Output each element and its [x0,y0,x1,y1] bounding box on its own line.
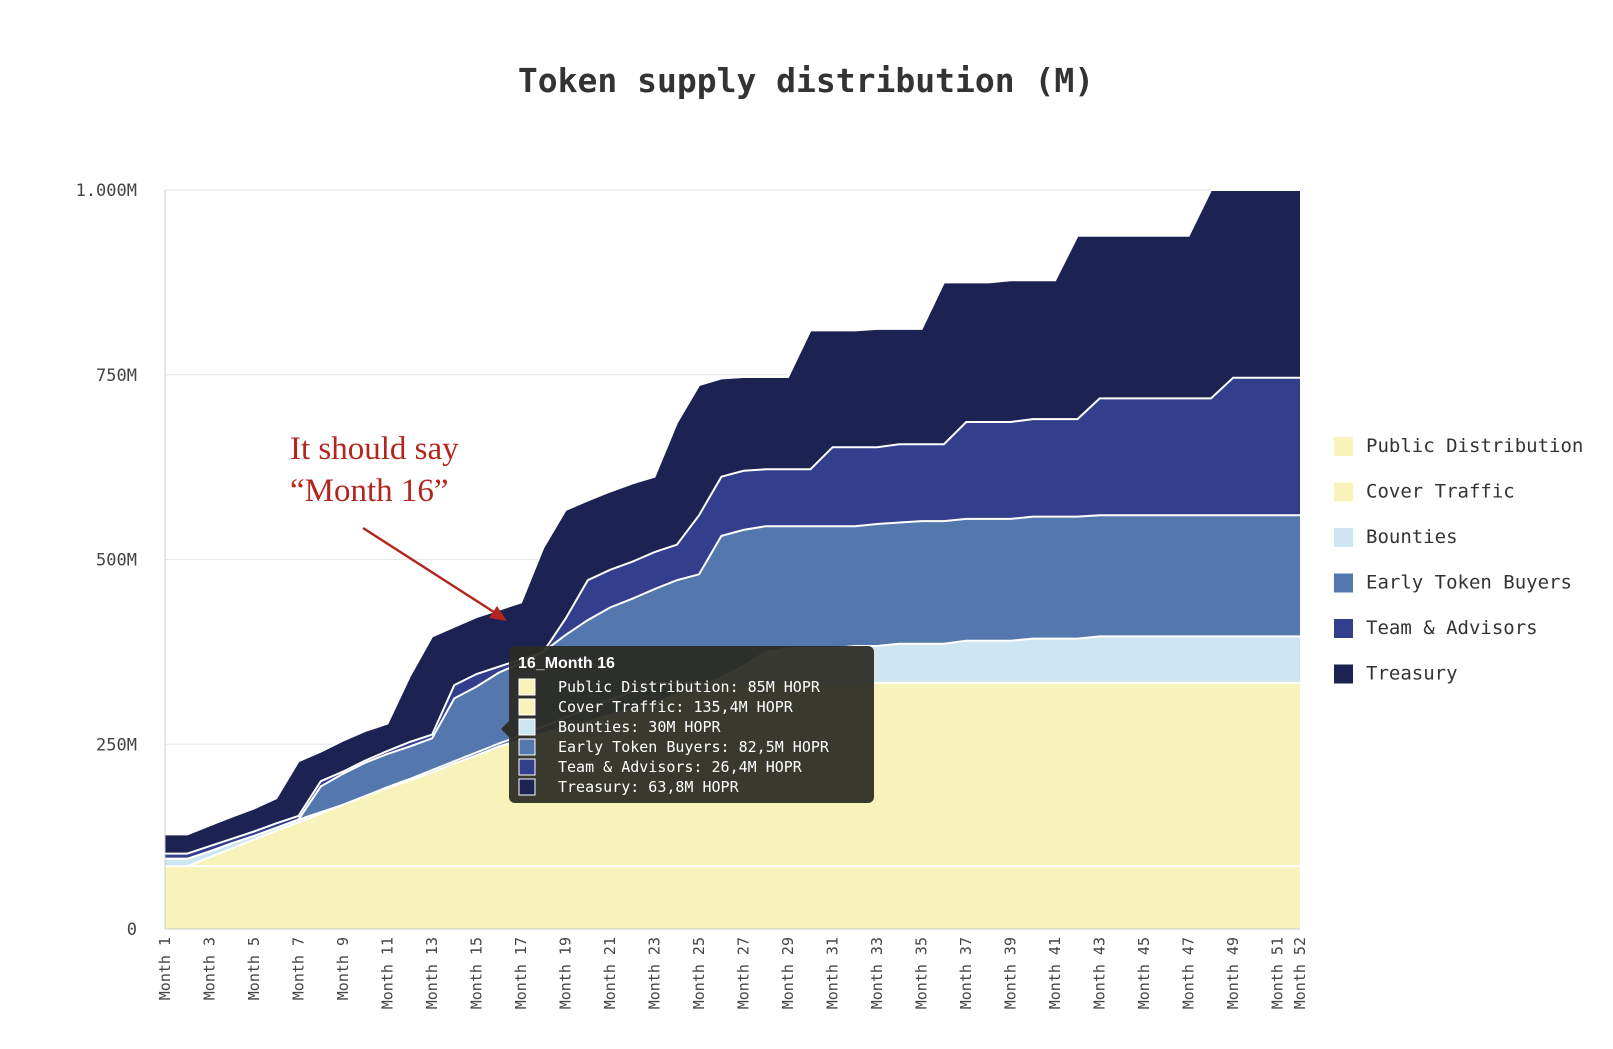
tooltip-row: Team & Advisors: 26,4M HOPR [558,758,803,776]
tooltip-swatch [518,678,536,696]
x-axis-ticks: Month 1 Month 3 Month 5 Month 7 Month 9 Month… [156,937,1309,1009]
y-tick-label: 750M [96,366,137,386]
x-tick-label: Month 31 [824,937,842,1009]
x-tick-label: Month 39 [1002,937,1020,1009]
tooltip-row: Treasury: 63,8M HOPR [558,778,740,796]
area-public-distribution [165,866,1300,929]
tooltip-title: 16_Month 16 [518,655,615,672]
tooltip-box [509,646,874,803]
x-tick-label: Month 35 [913,937,931,1009]
legend-swatch [1334,482,1353,502]
legend-item[interactable]: Team & Advisors [1334,617,1538,639]
tooltip-pointer [501,721,509,737]
legend-item[interactable]: Early Token Buyers [1334,572,1572,594]
y-tick-label: 1.000M [76,181,137,201]
series-line-early-token-buyers [165,514,1300,860]
x-tick-label: Month 33 [868,937,886,1009]
tooltip-swatch [518,718,536,736]
tooltip-swatch [518,778,536,796]
chart-title: Token supply distribution (M) [518,61,1094,100]
x-tick-label: Month 15 [468,937,486,1009]
y-tick-label: 250M [96,735,137,755]
legend-swatch [1334,619,1353,638]
legend-swatch [1334,573,1353,593]
area-early-token-buyers [165,515,1300,859]
x-tick-label: Month 5 [245,937,263,1000]
annotation-arrow-head [489,606,507,621]
x-tick-label: Month 27 [735,937,753,1009]
x-tick-label: Month 37 [957,937,975,1009]
annotation-arrow-line [362,526,498,616]
series-line-treasury [165,189,1300,836]
series-line-team-advisors [165,376,1300,855]
x-tick-label: Month 7 [290,937,308,1000]
legend-label: Public Distribution [1366,435,1583,457]
legend-swatch [1334,528,1353,547]
y-tick-label: 500M [96,551,137,571]
x-tick-label: Month 9 [334,937,352,1000]
tooltip-row: Cover Traffic: 135,4M HOPR [558,698,794,716]
x-tick-label: Month 25 [690,937,708,1009]
x-tick-label: Month 13 [423,937,441,1009]
annotation-text: It should say [290,431,459,467]
tooltip-swatch [518,698,536,716]
x-tick-label: Month 45 [1135,937,1153,1009]
area-team-advisors [165,377,1300,859]
x-tick-label: Month 19 [557,937,575,1009]
x-tick-label: Month 47 [1180,937,1198,1009]
legend-item[interactable]: Bounties [1334,526,1458,548]
x-tick-label: Month 17 [512,937,530,1009]
legend-label: Early Token Buyers [1366,572,1572,594]
legend-item[interactable]: Cover Traffic [1334,481,1515,503]
legend-label: Cover Traffic [1366,481,1515,503]
axes [164,190,1300,930]
tooltip: 16_Month 16 Public Distribution: 85M HOPR… [501,646,874,803]
legend-swatch [1334,437,1353,456]
x-tick-label: Month 23 [646,937,664,1009]
legend: Public Distribution Cover Traffic Bounties… [1334,435,1583,685]
legend-item[interactable]: Public Distribution [1334,435,1583,457]
area-treasury [165,190,1300,854]
y-axis-ticks: 0 250M 500M 750M 1.000M [76,181,137,940]
x-tick-label: Month 3 [201,937,219,1000]
x-tick-label: Month 11 [379,937,397,1009]
x-tick-label: Month 49 [1224,937,1242,1009]
x-tick-label: Month 52 [1291,937,1309,1009]
legend-item[interactable]: Treasury [1334,663,1458,685]
x-tick-label: Month 41 [1046,937,1064,1009]
tooltip-row: Public Distribution: 85M HOPR [558,678,821,696]
x-tick-label: Month 21 [601,937,619,1009]
x-tick-label: Month 51 [1269,937,1287,1009]
tooltip-swatch [518,738,536,756]
x-tick-label: Month 43 [1091,937,1109,1009]
annotation-text: “Month 16” [290,473,449,509]
annotation: It should say “Month 16” [290,431,507,621]
tooltip-row: Early Token Buyers: 82,5M HOPR [558,738,830,756]
x-tick-label: Month 1 [156,937,174,1000]
tooltip-swatch [518,758,536,776]
legend-label: Bounties [1366,526,1458,548]
legend-label: Treasury [1366,663,1458,685]
tooltip-row: Bounties: 30M HOPR [558,718,722,736]
legend-swatch [1334,664,1353,684]
x-tick-label: Month 29 [779,937,797,1009]
y-tick-label: 0 [127,920,137,940]
legend-label: Team & Advisors [1366,617,1538,639]
